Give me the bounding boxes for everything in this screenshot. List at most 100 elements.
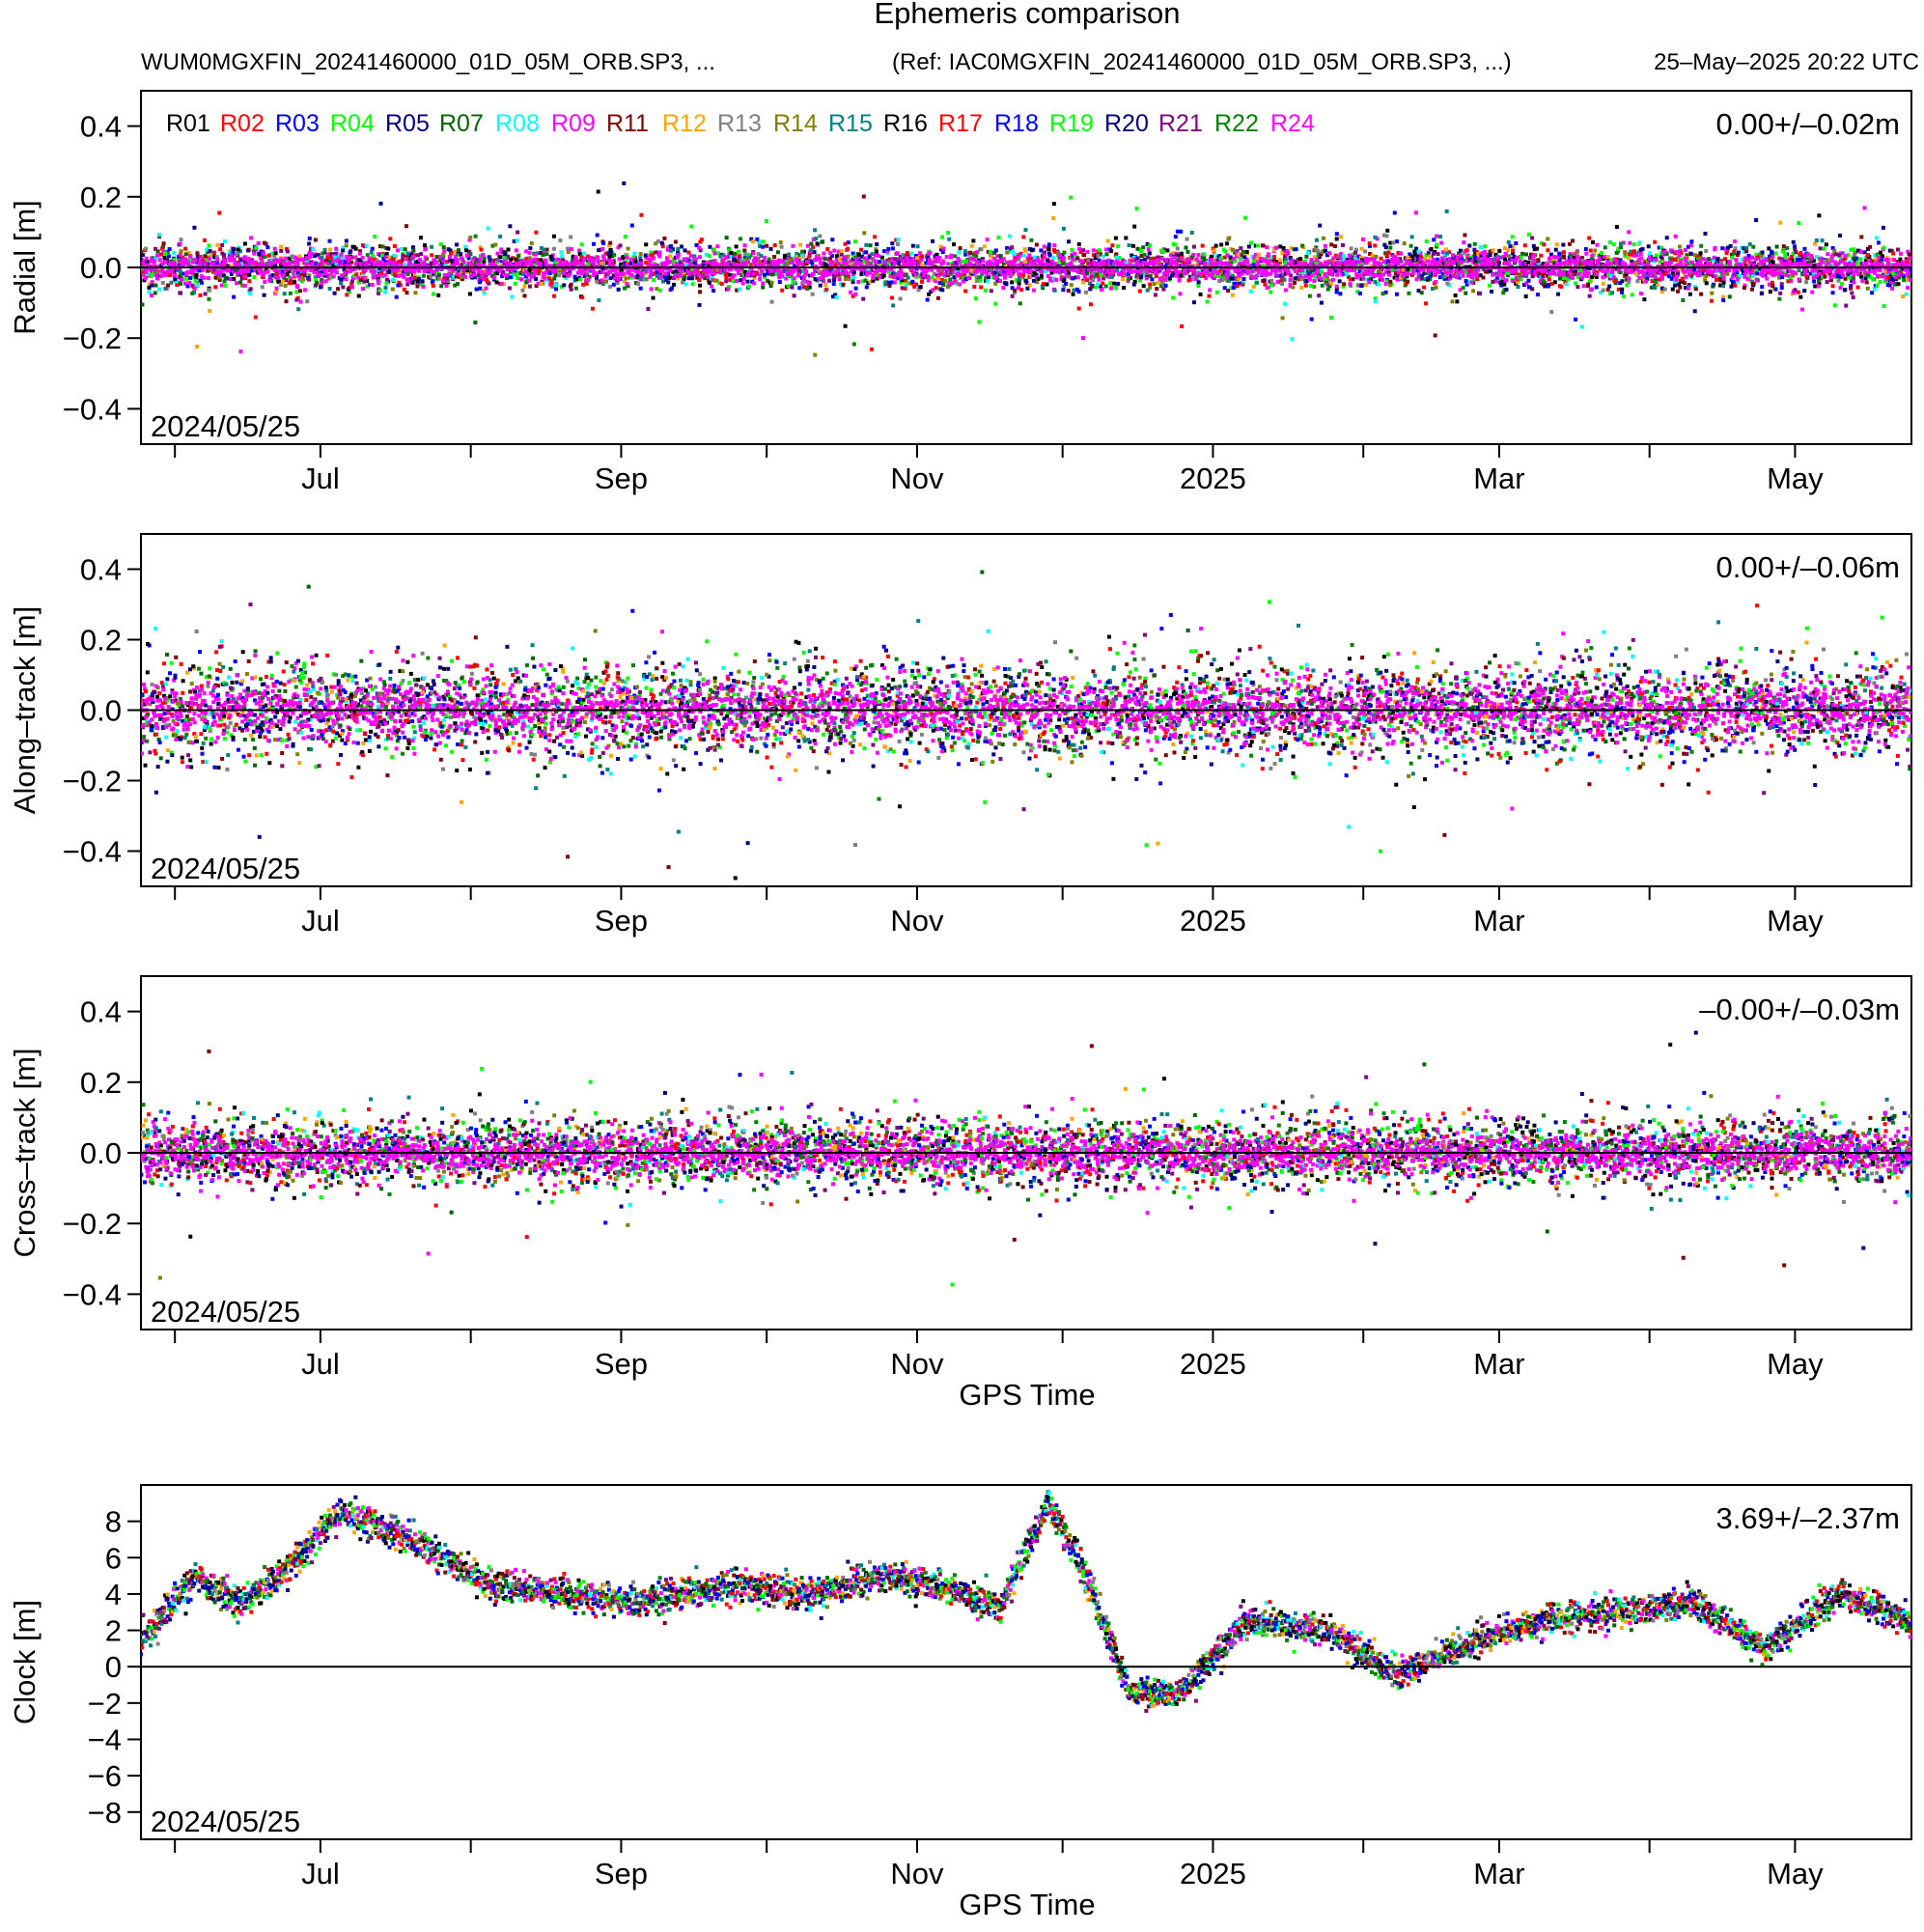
data-point [432,258,436,263]
data-point [1088,275,1093,280]
data-point [508,275,513,280]
data-point [301,277,306,282]
data-point [506,247,511,252]
data-point [1327,251,1332,256]
data-point [809,248,814,253]
data-point [1348,282,1352,287]
data-point [721,258,726,263]
data-point [1005,250,1010,255]
data-point [163,251,168,256]
data-point [799,255,804,260]
data-point [897,272,902,277]
data-point [809,241,814,246]
data-point [1009,263,1014,267]
data-point [309,246,314,251]
data-point [877,253,881,258]
data-point [238,350,243,354]
data-point [597,297,601,302]
data-point [1226,268,1231,273]
data-point [739,237,743,241]
data-point [875,241,879,246]
data-point [1197,260,1202,265]
data-point [901,252,906,257]
data-point [437,263,442,267]
data-point [631,267,636,272]
data-point [740,281,745,286]
data-point [1282,277,1287,282]
data-point [843,276,848,281]
data-point [178,291,182,295]
data-point [1071,276,1075,281]
data-point [657,288,662,293]
data-point [335,258,340,263]
data-point [214,261,219,266]
data-point [362,275,367,280]
data-point [600,261,604,266]
reference-files: (Ref: IAC0MGXFIN_20241460000_01D_05M_ORB… [892,49,1512,75]
data-point [1018,301,1022,306]
data-point [243,267,248,272]
data-point [692,254,697,259]
data-point [622,181,627,185]
data-point [431,279,435,284]
data-point [222,273,227,278]
data-point [1008,269,1013,274]
data-point [215,242,220,247]
data-point [232,294,237,299]
data-point [260,269,265,274]
data-point [222,238,227,243]
data-point [890,241,895,246]
data-point [141,302,145,307]
data-point [608,276,613,281]
data-point [527,250,532,255]
data-point [1149,257,1154,262]
data-point [343,270,348,275]
data-point [378,201,383,206]
data-point [1207,263,1212,267]
data-point [235,281,239,286]
data-point [329,269,334,274]
data-point [206,249,210,254]
data-point [514,257,518,262]
data-point [960,266,964,271]
data-point [1046,266,1051,271]
data-point [1191,300,1196,305]
data-point [963,269,968,274]
data-point [1340,272,1345,277]
data-point [365,284,370,289]
data-point [941,282,946,287]
data-point [421,273,426,278]
data-point [203,292,208,296]
data-point [1338,292,1343,296]
data-point [912,284,917,289]
data-point [1277,258,1282,263]
data-point [581,282,586,287]
data-point [1003,266,1008,271]
data-point [269,251,274,256]
data-point [851,270,856,275]
data-point [1340,242,1345,247]
data-point [1318,261,1323,266]
data-point [175,283,180,288]
data-point [689,224,694,229]
data-point [235,271,239,276]
data-point [983,288,988,293]
data-point [1071,257,1075,262]
data-point [376,252,380,257]
data-point [455,260,460,265]
data-point [431,283,435,288]
data-point [1190,276,1195,281]
data-point [1292,247,1297,252]
data-point [843,241,848,246]
data-point [337,263,342,267]
data-point [1200,243,1205,248]
data-point [144,246,149,251]
data-point [418,258,423,263]
data-point [1281,272,1286,277]
data-point [640,273,645,278]
data-point [744,257,749,262]
data-point [147,290,152,294]
data-point [371,256,376,261]
data-point [790,260,795,265]
data-point [432,271,436,276]
